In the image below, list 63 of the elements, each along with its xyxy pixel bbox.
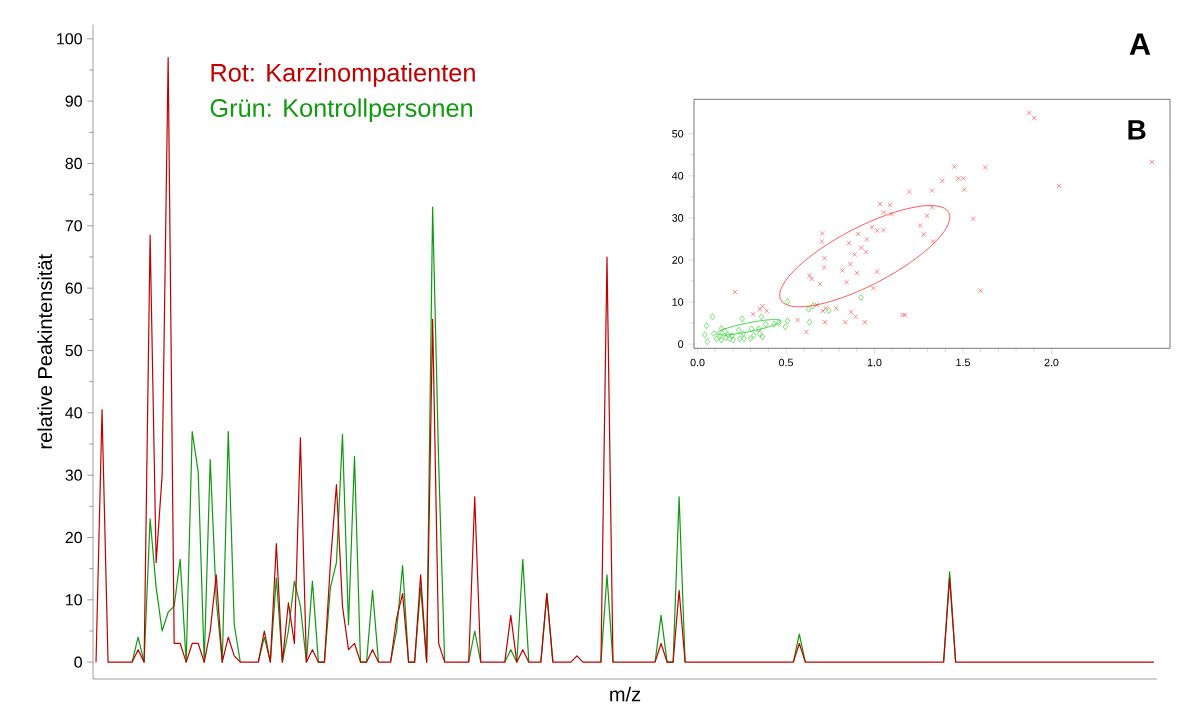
point: [806, 318, 813, 326]
point: [858, 293, 864, 301]
point: [740, 330, 746, 337]
point: [718, 325, 725, 332]
point: [739, 315, 745, 323]
y-tick-label: 0: [74, 656, 82, 668]
point: [718, 336, 725, 344]
point: [776, 319, 782, 327]
point: [810, 302, 816, 310]
point: [713, 335, 720, 343]
point: [736, 326, 742, 334]
series-label: Rot: Karzinompatienten: [211, 63, 475, 87]
annotation: B: [1128, 120, 1146, 140]
text: Grün: Kontrollpersonen: [210, 98, 473, 123]
y-tick-label: 90: [65, 95, 82, 107]
y-tick-label: 50: [65, 344, 82, 357]
y-tick-label: 10: [66, 594, 82, 606]
y-tick-label: 50: [672, 130, 684, 138]
y-tick-label: 40: [671, 172, 684, 180]
x-tick-label: 1.5: [956, 358, 970, 367]
point: [759, 333, 766, 341]
x-tick-label: 0.5: [779, 358, 793, 367]
point: [751, 331, 757, 339]
x-axis-title: m/z: [610, 686, 641, 702]
point: [704, 338, 711, 345]
x-tick-label: 1.0: [867, 358, 882, 367]
x-tick-label: 0.0: [690, 358, 705, 367]
point: [729, 332, 735, 340]
y-tick-label: 40: [65, 407, 82, 419]
point: [806, 305, 812, 313]
annotation: A: [1129, 33, 1151, 55]
y-tick-label: 20: [672, 256, 684, 264]
point: [784, 298, 791, 305]
y-tick-label: 30: [672, 214, 684, 222]
y-tick-label: 80: [65, 157, 82, 170]
y-tick-label: 0: [678, 340, 684, 348]
point: [737, 335, 743, 343]
y-tick-label: 100: [57, 33, 82, 45]
point: [709, 313, 716, 321]
y-tick-label: 70: [65, 220, 82, 232]
point: [782, 323, 788, 331]
y-tick-label: 30: [65, 469, 82, 481]
point: [723, 334, 729, 342]
point: [758, 313, 765, 321]
point: [711, 330, 717, 337]
y-tick-label: 10: [672, 298, 684, 306]
point: [703, 322, 710, 329]
point: [725, 331, 731, 339]
point: [757, 330, 763, 337]
y-tick-label: 20: [65, 531, 82, 544]
point: [702, 331, 708, 339]
y-tick-label: 60: [65, 282, 82, 294]
point: [741, 335, 747, 343]
point: [784, 317, 791, 325]
point: [722, 327, 728, 335]
point: [717, 332, 723, 340]
point: [771, 320, 777, 328]
y-axis-title: relative Peakintensität: [37, 254, 53, 449]
point: [763, 320, 769, 328]
x-tick-label: 2.0: [1044, 358, 1059, 367]
point: [727, 335, 733, 343]
point: [748, 325, 755, 333]
point: [747, 335, 754, 343]
